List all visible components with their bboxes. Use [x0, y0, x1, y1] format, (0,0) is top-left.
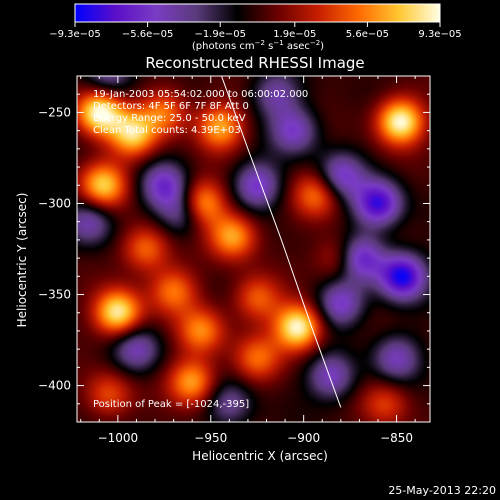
y-tick-label: −350 [38, 288, 71, 302]
colorbar-tick-label: 5.6e−05 [346, 29, 389, 40]
y-tick-label: −250 [38, 105, 71, 119]
x-axis-label: Heliocentric X (arcsec) [192, 449, 328, 463]
colorbar-tick-label: −1.9e−05 [194, 29, 246, 40]
colorbar-ticks: −9.3e−05 −5.6e−05 −1.9e−05 1.9e−05 5.6e−05 9.… [49, 22, 462, 40]
annotation-peak-position: Position of Peak = [-1024,-395] [93, 399, 249, 410]
annotation-detectors: Detectors: 4F 5F 6F 7F 8F Att 0 [93, 101, 249, 112]
colorbar-tick-label: −9.3e−05 [49, 29, 101, 40]
y-tick-label: −300 [38, 196, 71, 210]
annotation-energy-range: Energy Range: 25.0 - 50.0 keV [93, 113, 246, 124]
x-tick-label: −1000 [98, 431, 139, 445]
axes: −1000 −950 −900 −850 −250 −300 −350 −400 [38, 75, 430, 445]
y-tick-label: −400 [38, 379, 71, 393]
heatmap-image [77, 76, 430, 422]
x-tick-label: −850 [380, 431, 413, 445]
x-tick-label: −950 [194, 431, 227, 445]
annotation-time-range: 19-Jan-2003 05:54:02.000 to 06:00:02.000 [93, 89, 308, 100]
colorbar-tick-label: −5.6e−05 [122, 29, 174, 40]
annotation-clean-counts: Clean Total counts: 4.39E+03 [93, 125, 241, 136]
plot-frame [76, 75, 431, 423]
solar-limb-line [220, 76, 342, 408]
colorbar [74, 3, 441, 23]
footer-timestamp: 25-May-2013 22:20 [388, 484, 496, 497]
annotation-block: 19-Jan-2003 05:54:02.000 to 06:00:02.000… [93, 89, 308, 410]
colorbar-units-label: (photons cm−2 s−1 asec−2) [192, 39, 324, 52]
colorbar-tick-label: 9.3e−05 [418, 29, 461, 40]
x-tick-label: −900 [287, 431, 320, 445]
colorbar-tick-label: 1.9e−05 [273, 29, 316, 40]
chart-title: Reconstructed RHESSI Image [145, 54, 364, 72]
y-axis-label: Heliocentric Y (arcsec) [15, 193, 29, 328]
